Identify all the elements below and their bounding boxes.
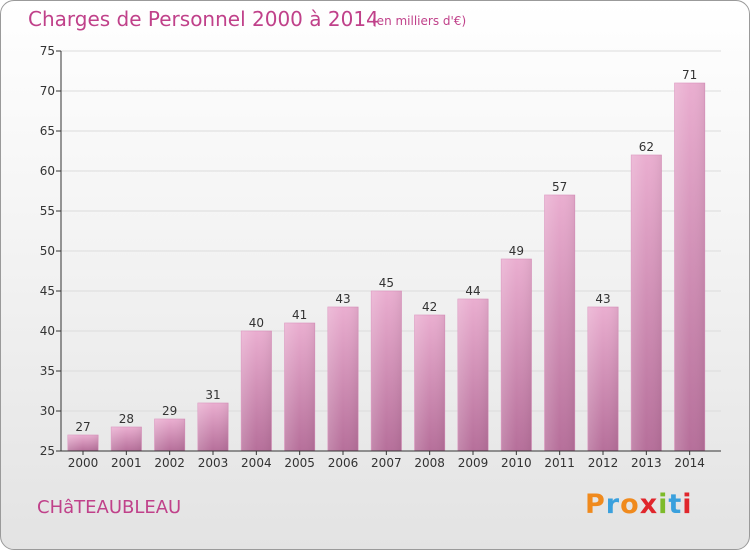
data-label: 40 — [249, 316, 264, 330]
bar-sheen — [197, 403, 229, 451]
x-tick-label: 2014 — [674, 456, 705, 470]
data-label: 45 — [379, 276, 394, 290]
bars — [67, 82, 706, 452]
bar-sheen — [111, 427, 142, 451]
chart-title: Charges de Personnel 2000 à 2014 — [28, 7, 379, 31]
x-tick-label: 2005 — [284, 456, 315, 470]
y-tick-label: 30 — [40, 404, 55, 418]
x-tick-label: 2009 — [458, 456, 489, 470]
data-label: 49 — [509, 244, 524, 258]
y-tick-label: 55 — [40, 204, 55, 218]
y-tick-label: 50 — [40, 244, 55, 258]
bar-sheen — [414, 315, 445, 451]
proxiti-logo: Proxiti — [585, 489, 693, 520]
logo-letter: r — [605, 489, 621, 520]
y-tick-label: 40 — [40, 324, 55, 338]
x-tick-label: 2008 — [414, 456, 445, 470]
bar-sheen — [587, 307, 619, 451]
data-label: 44 — [465, 284, 480, 298]
x-tick-label: 2013 — [631, 456, 662, 470]
y-tick-label: 75 — [40, 44, 55, 58]
y-tick-label: 60 — [40, 164, 55, 178]
y-tick-labels: 25 30 35 40 45 50 55 60 65 70 75 — [40, 44, 55, 458]
data-labels: 27 28 29 31 40 41 43 45 42 44 49 57 43 62 71 — [75, 68, 697, 434]
data-label: 27 — [75, 420, 90, 434]
bar-sheen — [371, 291, 402, 451]
data-label: 62 — [639, 140, 654, 154]
logo-letter: P — [585, 489, 606, 520]
location-name: CHâTEAUBLEAU — [37, 497, 182, 518]
logo-letter: o — [620, 489, 640, 520]
y-tick-label: 35 — [40, 364, 55, 378]
x-tick-label: 2004 — [241, 456, 272, 470]
data-label: 41 — [292, 308, 307, 322]
data-label: 71 — [682, 68, 697, 82]
y-tick-label: 70 — [40, 84, 55, 98]
bar-sheen — [501, 259, 532, 451]
x-tick-label: 2002 — [154, 456, 185, 470]
data-label: 57 — [552, 180, 567, 194]
logo-letter: i — [658, 489, 669, 520]
bar-sheen — [284, 323, 315, 451]
x-tick-label: 2001 — [111, 456, 142, 470]
bar-sheen — [674, 83, 705, 451]
bar-sheen — [327, 307, 359, 451]
bar-sheen — [457, 299, 489, 451]
bar-sheen — [67, 435, 99, 451]
x-tick-label: 2003 — [198, 456, 229, 470]
data-label: 29 — [162, 404, 177, 418]
data-label: 31 — [205, 388, 220, 402]
chart-subtitle: (en milliers d'€) — [372, 14, 467, 28]
bar-sheen — [544, 195, 575, 451]
x-tick-labels: 2000 2001 2002 2003 2004 2005 2006 2007 2008 2009… — [68, 451, 705, 470]
x-tick-label: 2007 — [371, 456, 402, 470]
x-tick-label: 2010 — [501, 456, 532, 470]
logo-letter: i — [682, 489, 693, 520]
logo-letter: t — [668, 489, 683, 520]
bar-sheen — [241, 331, 272, 451]
data-label: 28 — [119, 412, 134, 426]
y-tick-label: 45 — [40, 284, 55, 298]
bar-sheen — [631, 155, 662, 451]
y-tick-label: 65 — [40, 124, 55, 138]
axes — [60, 51, 721, 452]
data-label: 43 — [595, 292, 610, 306]
x-tick-label: 2011 — [544, 456, 575, 470]
y-tick-label: 25 — [40, 444, 55, 458]
x-tick-label: 2012 — [588, 456, 619, 470]
x-tick-label: 2000 — [68, 456, 99, 470]
data-label: 42 — [422, 300, 437, 314]
logo-letter: x — [639, 489, 659, 520]
bar-sheen — [154, 419, 185, 451]
data-label: 43 — [335, 292, 350, 306]
x-tick-label: 2006 — [328, 456, 359, 470]
